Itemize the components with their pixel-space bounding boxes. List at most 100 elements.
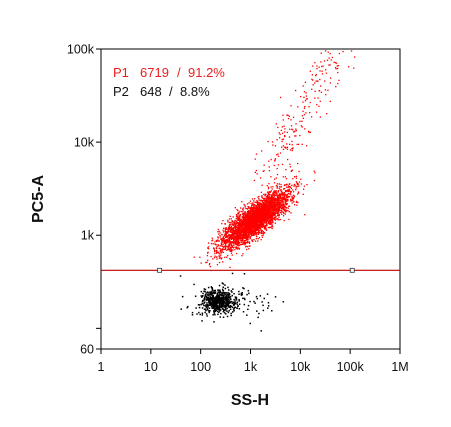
gate-handle[interactable] — [157, 267, 163, 273]
event-dot — [228, 241, 230, 243]
event-dot — [220, 239, 223, 241]
event-dot — [234, 219, 236, 222]
event-dot — [217, 228, 219, 231]
event-dot — [242, 223, 245, 226]
event-dot — [257, 209, 259, 211]
event-dot — [241, 216, 243, 218]
event-dot — [197, 304, 200, 306]
event-dot — [283, 125, 285, 127]
event-dot — [264, 194, 266, 197]
event-dot — [230, 314, 232, 317]
event-dot — [287, 207, 289, 209]
event-dot — [265, 210, 267, 212]
event-dot — [316, 104, 318, 106]
event-dot — [303, 107, 306, 109]
event-dot — [265, 215, 267, 217]
event-dot — [315, 111, 318, 113]
event-dot — [240, 223, 242, 225]
event-dot — [248, 245, 250, 247]
event-dot — [207, 304, 209, 307]
event-dot — [238, 228, 240, 230]
event-dot — [263, 200, 265, 202]
event-dot — [218, 230, 220, 232]
event-dot — [216, 245, 218, 248]
event-dot — [286, 190, 288, 192]
event-dot — [281, 140, 283, 143]
event-dot — [280, 212, 282, 214]
event-dot — [229, 243, 231, 245]
event-dot — [273, 182, 276, 184]
event-dot — [244, 216, 247, 218]
event-dot — [239, 210, 241, 213]
event-dot — [224, 235, 226, 237]
event-dot — [256, 212, 258, 214]
event-dot — [243, 218, 245, 220]
event-dot — [219, 290, 221, 292]
event-dot — [213, 289, 215, 292]
event-dot — [288, 211, 291, 213]
event-dot — [208, 307, 211, 309]
event-dot — [298, 181, 301, 183]
event-dot — [265, 216, 267, 218]
event-dot — [243, 234, 245, 237]
event-dot — [285, 194, 287, 196]
event-dot — [252, 210, 255, 212]
event-dot — [296, 182, 298, 184]
event-dot — [260, 231, 263, 233]
event-dot — [263, 297, 265, 300]
event-dot — [258, 232, 261, 234]
event-dot — [261, 236, 264, 238]
event-dot — [237, 243, 239, 245]
event-dot — [224, 248, 227, 250]
event-dot — [248, 217, 251, 220]
event-dot — [202, 299, 204, 302]
event-dot — [274, 214, 276, 216]
event-dot — [277, 209, 279, 211]
event-dot — [274, 205, 276, 207]
event-dot — [297, 143, 300, 145]
event-dot — [236, 221, 239, 224]
gate-handle[interactable] — [349, 267, 355, 273]
event-dot — [288, 193, 290, 195]
event-dot — [264, 202, 266, 205]
event-dot — [302, 85, 304, 87]
event-dot — [229, 266, 231, 268]
event-dot — [272, 208, 274, 210]
event-dot — [254, 158, 256, 160]
event-dot — [214, 302, 216, 305]
event-dot — [222, 310, 225, 313]
event-dot — [245, 227, 247, 229]
event-dot — [246, 216, 248, 219]
event-dot — [268, 183, 270, 185]
event-dot — [252, 231, 254, 233]
event-dot — [249, 212, 252, 214]
event-dot — [242, 217, 244, 219]
event-dot — [329, 53, 331, 55]
event-dot — [233, 241, 235, 244]
event-dot — [272, 193, 274, 195]
event-dot — [217, 304, 219, 307]
event-dot — [265, 208, 267, 211]
x-tick-label: 100 — [190, 360, 211, 374]
event-dot — [317, 97, 319, 99]
event-dot — [256, 231, 259, 234]
event-dot — [232, 237, 234, 239]
event-dot — [267, 196, 269, 198]
event-dot — [297, 183, 299, 185]
event-dot — [270, 221, 272, 223]
gate[interactable] — [101, 267, 400, 273]
event-dot — [209, 292, 211, 295]
event-dot — [242, 229, 244, 231]
event-dot — [261, 207, 263, 209]
event-dot — [232, 236, 235, 238]
event-dot — [325, 72, 328, 74]
event-dot — [269, 204, 271, 206]
event-dot — [251, 205, 253, 207]
event-dot — [228, 237, 230, 239]
event-dot — [238, 238, 240, 241]
event-dot — [302, 193, 304, 195]
event-dot — [255, 238, 258, 240]
event-dot — [237, 244, 239, 247]
event-dot — [300, 183, 303, 185]
event-dot — [225, 292, 228, 294]
